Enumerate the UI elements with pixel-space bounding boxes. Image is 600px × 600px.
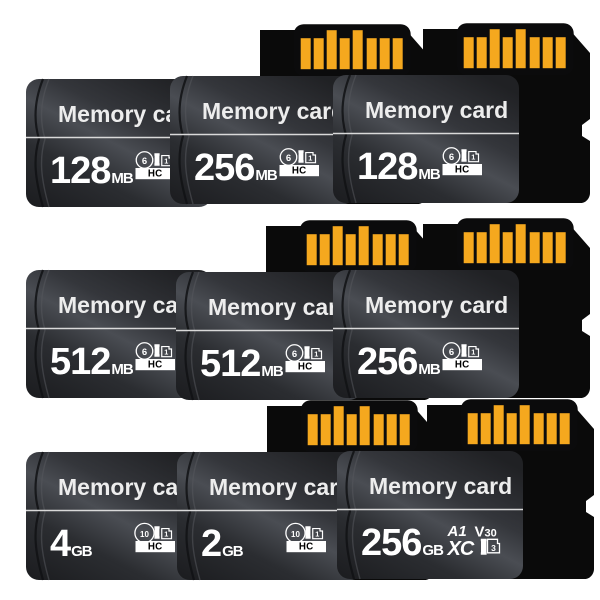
svg-text:HC: HC [455, 165, 470, 176]
svg-text:1: 1 [471, 347, 475, 356]
svg-text:3: 3 [491, 542, 496, 552]
svg-text:Memory card: Memory card [365, 292, 508, 318]
svg-text:Memory card: Memory card [369, 473, 512, 499]
svg-text:HC: HC [455, 359, 470, 370]
svg-text:6: 6 [449, 152, 454, 163]
svg-text:Memory card: Memory card [365, 97, 508, 123]
svg-text:6: 6 [449, 347, 454, 358]
svg-text:XC: XC [447, 538, 475, 560]
svg-text:1: 1 [471, 152, 475, 161]
